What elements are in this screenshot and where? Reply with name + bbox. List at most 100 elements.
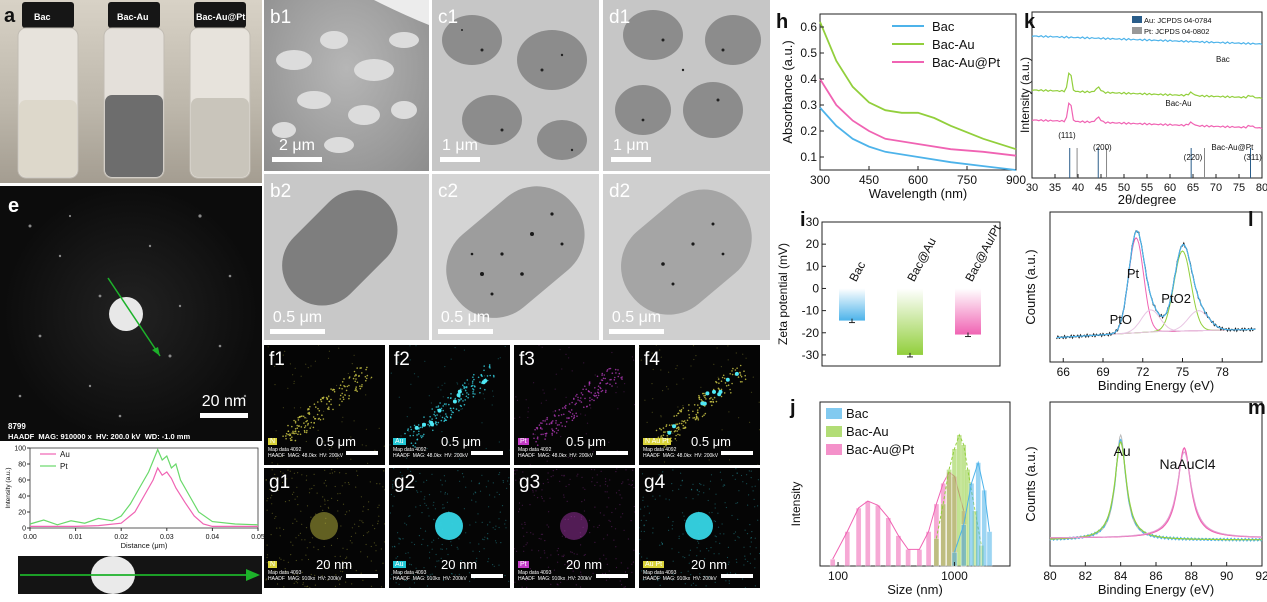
eds-pixel xyxy=(605,481,606,482)
fit-component xyxy=(1057,310,1256,338)
eds-pixel xyxy=(672,433,673,434)
eds-pixel xyxy=(661,357,662,358)
eds-pixel xyxy=(444,418,446,420)
eds-pixel xyxy=(426,480,427,481)
eds-pixel xyxy=(717,347,718,348)
eds-pixel xyxy=(487,538,488,539)
eds-pixel xyxy=(500,512,501,513)
eds-pixel xyxy=(659,495,660,496)
eds-pixel xyxy=(421,512,422,513)
eds-pixel xyxy=(692,498,693,499)
eds-pixel xyxy=(754,499,755,500)
eds-pixel xyxy=(313,427,315,429)
eds-pixel xyxy=(469,524,470,525)
eds-pixel xyxy=(644,506,645,507)
eds-pixel xyxy=(406,524,407,525)
eds-pixel xyxy=(306,480,307,481)
panel-e-haadf-image: e 20 nm 8799 HAADF MAG: 910000 x HV: 200… xyxy=(0,186,262,441)
eds-pixel xyxy=(735,540,736,541)
histogram-bar xyxy=(947,469,952,566)
eds-pixel xyxy=(547,557,548,558)
eds-pixel xyxy=(652,412,653,413)
eds-pixel xyxy=(442,544,443,545)
eds-pixel xyxy=(576,584,577,585)
eds-pixel xyxy=(478,377,480,379)
eds-pixel xyxy=(451,545,452,546)
eds-pixel xyxy=(749,470,750,471)
legend-label: Au: JCPDS 04-0784 xyxy=(1144,16,1212,25)
eds-pixel xyxy=(664,431,666,433)
eds-pixel xyxy=(436,424,438,426)
eds-pixel xyxy=(331,498,332,499)
eds-pixel xyxy=(541,489,542,490)
tick-label: 84 xyxy=(1114,569,1128,583)
eds-pixel xyxy=(549,423,551,425)
eds-pixel xyxy=(593,573,594,574)
eds-pixel xyxy=(652,528,653,529)
eds-pixel xyxy=(267,545,268,546)
x-axis-label: Binding Energy (eV) xyxy=(1098,582,1214,597)
eds-pixel xyxy=(348,398,350,400)
eds-pixel xyxy=(682,533,683,534)
eds-pixel xyxy=(375,550,376,551)
eds-pixel xyxy=(445,413,447,415)
eds-pixel xyxy=(712,401,714,403)
eds-pixel xyxy=(365,376,367,378)
eds-pixel xyxy=(355,487,356,488)
eds-pixel xyxy=(414,582,415,583)
eds-pixel xyxy=(489,522,490,523)
eds-pixel xyxy=(731,370,733,372)
eds-pixel xyxy=(371,546,372,547)
eds-pixel xyxy=(519,417,520,418)
eds-pixel xyxy=(443,396,444,397)
eds-pixel xyxy=(592,477,593,478)
tick-label: 0.4 xyxy=(800,72,817,86)
au-particle xyxy=(422,423,426,427)
eds-pixel xyxy=(720,533,721,534)
eds-pixel xyxy=(619,373,621,375)
eds-pixel xyxy=(560,349,561,350)
eds-pixel xyxy=(434,519,435,520)
eds-pixel xyxy=(540,434,542,436)
eds-pixel xyxy=(584,489,585,490)
tick-label: 90 xyxy=(1220,569,1234,583)
eds-pixel xyxy=(410,359,411,360)
eds-pixel xyxy=(390,512,391,513)
eds-pixel xyxy=(580,397,582,399)
eds-pixel xyxy=(542,389,543,390)
eds-pixel xyxy=(361,496,362,497)
eds-pixel xyxy=(522,528,523,529)
eds-pixel xyxy=(729,459,730,460)
eds-pixel xyxy=(326,403,328,405)
eds-pixel xyxy=(564,475,565,476)
eds-pixel xyxy=(676,384,677,385)
eds-pixel xyxy=(509,484,510,485)
eds-pixel xyxy=(495,529,496,530)
eds-pixel xyxy=(496,542,497,543)
eds-pixel xyxy=(741,376,743,378)
eds-pixel xyxy=(346,511,347,512)
eds-pixel xyxy=(285,436,286,437)
eds-pixel xyxy=(283,586,284,587)
eds-pixel xyxy=(706,585,707,586)
eds-pixel xyxy=(295,422,297,424)
tick-label: 40 xyxy=(18,494,26,501)
tick-label: 70 xyxy=(1210,182,1222,194)
eds-pixel xyxy=(315,585,316,586)
eds-pixel xyxy=(674,431,676,433)
eds-pixel xyxy=(573,398,575,400)
eds-pixel xyxy=(717,513,718,514)
eds-pixel xyxy=(481,475,482,476)
eds-pixel xyxy=(300,407,301,408)
eds-pixel xyxy=(335,586,336,587)
eds-pixel xyxy=(684,557,685,558)
eds-pixel xyxy=(391,373,392,374)
eds-pixel xyxy=(416,490,417,491)
eds-pixel xyxy=(538,345,539,346)
eds-pixel xyxy=(671,483,672,484)
eds-pixel xyxy=(594,469,595,470)
eds-pixel xyxy=(524,522,525,523)
eds-pixel xyxy=(714,520,715,521)
tick-label: 45 xyxy=(1095,182,1107,194)
eds-pixel xyxy=(448,511,449,512)
